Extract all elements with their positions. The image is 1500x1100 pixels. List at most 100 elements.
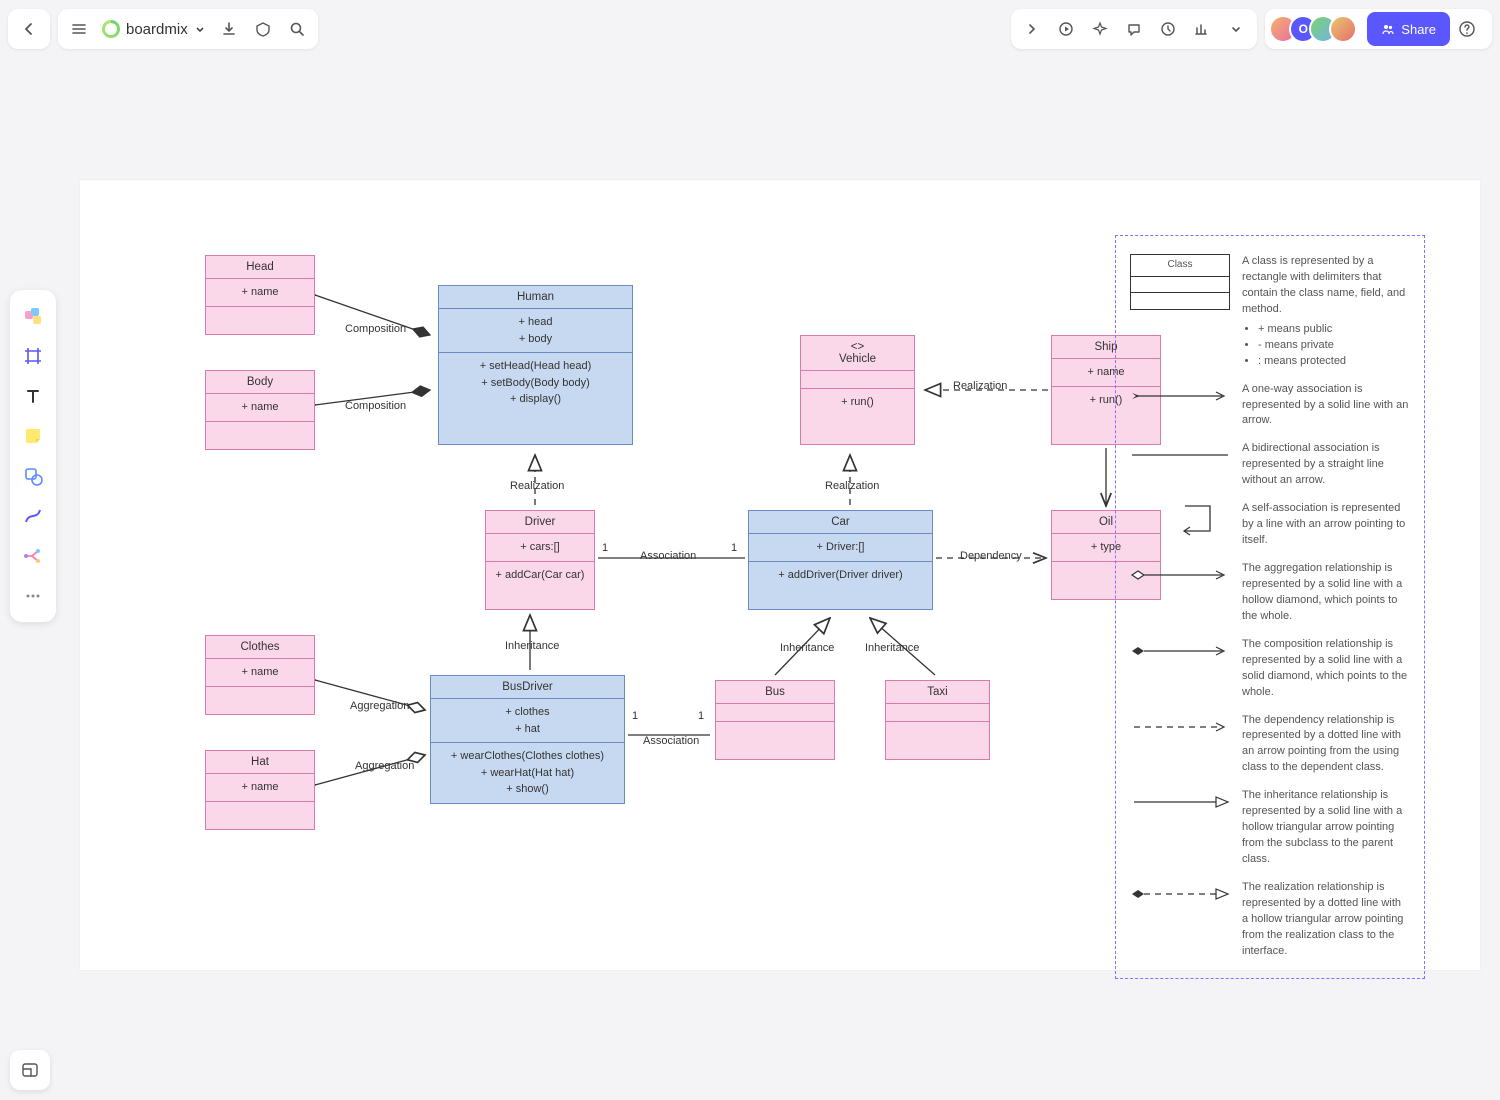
class-method: + setHead(Head head)+ setBody(Body body)…: [439, 353, 632, 413]
label-aggregation: Aggregation: [350, 700, 409, 712]
legend-text: The composition relationship is represen…: [1242, 637, 1410, 701]
class-method: + addDriver(Driver driver): [749, 562, 932, 589]
class-title: Hat: [206, 751, 314, 774]
class-taxi[interactable]: Taxi: [885, 680, 990, 760]
share-label: Share: [1401, 22, 1436, 37]
class-busdriver[interactable]: BusDriver+ clothes+ hat+ wearClothes(Clo…: [430, 675, 625, 804]
collaborator-avatars[interactable]: O: [1277, 15, 1357, 43]
sticky-note-tool[interactable]: [15, 418, 51, 454]
download-button[interactable]: [212, 12, 246, 46]
canvas[interactable]: Head+ name Body+ name Human+ head+ body+…: [80, 180, 1480, 970]
legend-text: The dependency relationship is represent…: [1242, 713, 1410, 777]
search-button[interactable]: [280, 12, 314, 46]
legend-bullet: - means private: [1258, 338, 1410, 354]
legend-text: The aggregation relationship is represen…: [1242, 561, 1410, 625]
legend-text: A one-way association is represented by …: [1242, 382, 1410, 430]
class-clothes[interactable]: Clothes+ name: [205, 635, 315, 715]
class-car[interactable]: Car+ Driver:[]+ addDriver(Driver driver): [748, 510, 933, 610]
avatar: [1329, 15, 1357, 43]
class-field: [716, 704, 834, 722]
shape-tool[interactable]: [15, 458, 51, 494]
label-realization: Realization: [953, 380, 1007, 392]
legend-text: A bidirectional association is represent…: [1242, 441, 1410, 489]
top-toolbar: boardmix O Share: [8, 8, 1492, 50]
class-driver[interactable]: Driver+ cars:[]+ addCar(Car car): [485, 510, 595, 610]
label-inheritance: Inheritance: [780, 642, 834, 654]
class-field: [886, 704, 989, 722]
label-association: Association: [643, 735, 699, 747]
left-toolbar: [10, 290, 56, 622]
class-head[interactable]: Head+ name: [205, 255, 315, 335]
class-title: Human: [439, 286, 632, 309]
app-name: boardmix: [126, 21, 188, 38]
class-title: Taxi: [886, 681, 989, 704]
comment-button[interactable]: [1117, 12, 1151, 46]
history-button[interactable]: [1151, 12, 1185, 46]
class-vehicle[interactable]: <>Vehicle + run(): [800, 335, 915, 445]
legend-text: A self-association is represented by a l…: [1242, 501, 1410, 549]
class-method: [206, 307, 314, 325]
class-method: + wearClothes(Clothes clothes)+ wearHat(…: [431, 743, 624, 803]
class-method: [206, 422, 314, 440]
label-aggregation: Aggregation: [355, 760, 414, 772]
expand-button[interactable]: [1015, 12, 1049, 46]
class-title: Head: [206, 256, 314, 279]
connector-tool[interactable]: [15, 498, 51, 534]
class-method: + addCar(Car car): [486, 562, 594, 589]
legend-class-label: Class: [1131, 255, 1229, 277]
more-button[interactable]: [1219, 12, 1253, 46]
class-title: Bus: [716, 681, 834, 704]
sparkle-button[interactable]: [1083, 12, 1117, 46]
legend-text: The inheritance relationship is represen…: [1242, 788, 1410, 868]
help-button[interactable]: [1450, 12, 1484, 46]
class-field: + cars:[]: [486, 534, 594, 562]
theme-tool[interactable]: [15, 298, 51, 334]
label-multiplicity: 1: [731, 542, 737, 554]
class-method: [206, 802, 314, 820]
chart-button[interactable]: [1185, 12, 1219, 46]
label-composition: Composition: [345, 323, 406, 335]
play-button[interactable]: [1049, 12, 1083, 46]
class-title: <>Vehicle: [801, 336, 914, 371]
label-multiplicity: 1: [632, 710, 638, 722]
label-multiplicity: 1: [602, 542, 608, 554]
back-button[interactable]: [12, 12, 46, 46]
class-method: + run(): [801, 389, 914, 416]
text-tool[interactable]: [15, 378, 51, 414]
legend-bullet: : means protected: [1258, 354, 1410, 370]
frame-tool[interactable]: [15, 338, 51, 374]
class-field: + head+ body: [439, 309, 632, 353]
layers-button[interactable]: [10, 1050, 50, 1090]
class-human[interactable]: Human+ head+ body+ setHead(Head head)+ s…: [438, 285, 633, 445]
class-method: [716, 722, 834, 740]
class-field: + Driver:[]: [749, 534, 932, 562]
class-method: [886, 722, 989, 740]
class-field: + name: [206, 774, 314, 802]
legend-text: A class is represented by a rectangle wi…: [1242, 255, 1405, 315]
chevron-down-icon: [194, 23, 206, 35]
menu-button[interactable]: [62, 12, 96, 46]
label-association: Association: [640, 550, 696, 562]
label-realization: Realization: [825, 480, 879, 492]
class-title: Body: [206, 371, 314, 394]
tag-button[interactable]: [246, 12, 280, 46]
class-field: + name: [206, 279, 314, 307]
class-field: + name: [206, 659, 314, 687]
share-button[interactable]: Share: [1367, 12, 1450, 46]
class-field: + clothes+ hat: [431, 699, 624, 743]
legend-bullet: + means public: [1258, 322, 1410, 338]
mindmap-tool[interactable]: [15, 538, 51, 574]
class-title: BusDriver: [431, 676, 624, 699]
legend-class-icon: Class: [1130, 254, 1230, 310]
label-realization: Realization: [510, 480, 564, 492]
class-method: [206, 687, 314, 705]
class-field: [801, 371, 914, 389]
class-hat[interactable]: Hat+ name: [205, 750, 315, 830]
people-icon: [1381, 22, 1395, 36]
brand[interactable]: boardmix: [96, 20, 212, 38]
class-bus[interactable]: Bus: [715, 680, 835, 760]
label-dependency: Dependency: [960, 550, 1022, 562]
more-tools[interactable]: [15, 578, 51, 614]
class-body[interactable]: Body+ name: [205, 370, 315, 450]
label-multiplicity: 1: [698, 710, 704, 722]
